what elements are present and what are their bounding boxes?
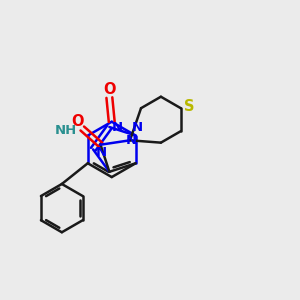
- Text: N: N: [126, 134, 137, 147]
- Text: S: S: [184, 99, 194, 114]
- Text: N: N: [132, 121, 143, 134]
- Text: N: N: [112, 121, 123, 134]
- Text: O: O: [104, 82, 116, 97]
- Text: N: N: [96, 146, 107, 159]
- Text: NH: NH: [54, 124, 76, 137]
- Text: O: O: [72, 114, 84, 129]
